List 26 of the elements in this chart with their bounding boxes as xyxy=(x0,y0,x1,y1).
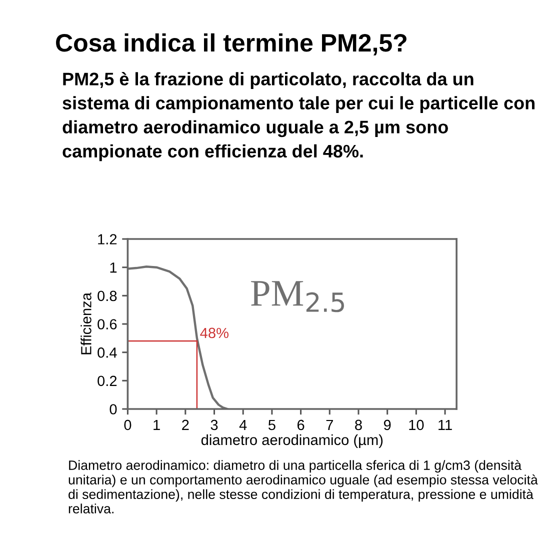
y-tick-label: 0.4 xyxy=(98,347,117,358)
x-tick-label: 3 xyxy=(210,420,218,430)
x-tick-label: 9 xyxy=(384,420,391,430)
x-tick-label: 0 xyxy=(124,420,132,430)
y-tick-label: 0 xyxy=(110,404,117,414)
chart-subtitle: PM2,5 è la frazione di particolato, raccolta da un sistema di campionamento tale per cui le particelle con diametro aerodinamico uguale a 2,5 µm sono campionate con efficienza del 48%. xyxy=(62,72,534,162)
y-tick-label: 0.8 xyxy=(98,290,117,302)
y-tick-label: 1 xyxy=(110,262,117,273)
series-label: PM$_{2.5}$ xyxy=(251,281,344,312)
x-axis-title: diametro aerodinamico (µm) xyxy=(201,434,383,448)
x-tick-label: 1 xyxy=(154,420,160,430)
ref-line-label: 48% xyxy=(200,328,228,338)
text: Diametro aerodinamico: diametro di una particella sferica di 1 g/cm3 (densità unitaria) e un comportamento aerodinamico uguale (ad esempio stessa velocità di sedimentazione), nelle stesse condizioni di temperatura, pressione e umidità relativa. xyxy=(68,460,538,514)
x-tick-label: 2 xyxy=(182,420,189,430)
x-tick-label: 10 xyxy=(409,420,424,430)
x-tick-label: 6 xyxy=(297,420,304,430)
y-axis-title: Efficienza xyxy=(80,292,92,354)
chart-title: Cosa indica il termine PM2,5? xyxy=(56,33,406,56)
x-tick-label: 5 xyxy=(268,420,276,430)
x-tick-label: 7 xyxy=(326,420,333,430)
x-tick-label: 4 xyxy=(239,420,247,430)
y-tick-label: 0.2 xyxy=(98,376,117,386)
x-tick-label: 11 xyxy=(438,420,452,430)
x-tick-label: 8 xyxy=(355,420,362,430)
y-tick-label: 0.6 xyxy=(98,319,117,330)
y-tick-label: 1.2 xyxy=(98,234,117,244)
